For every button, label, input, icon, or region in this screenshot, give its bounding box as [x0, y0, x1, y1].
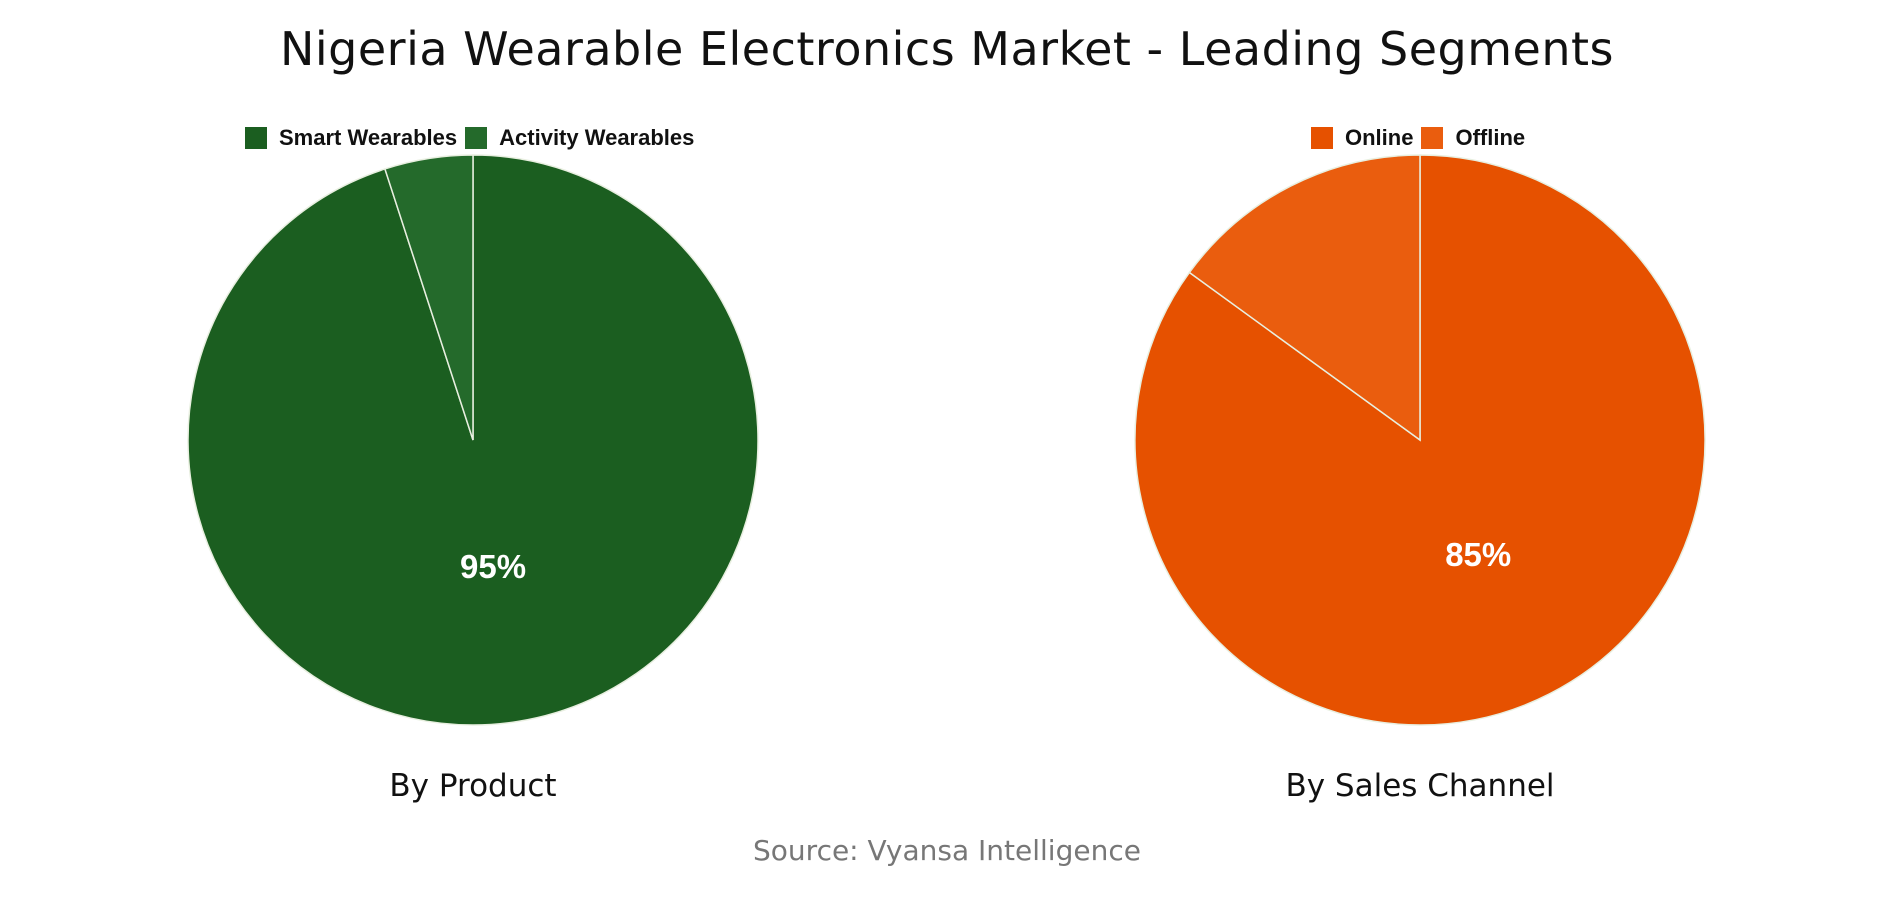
pie-chart-sales-channel: 85%	[1134, 154, 1706, 726]
slice-label-smart-wearables: 95%	[460, 548, 526, 585]
legend-label-offline: Offline	[1455, 125, 1526, 150]
legend-label-activity-wearables: Activity Wearables	[499, 125, 695, 150]
legend-item-smart-wearables: Smart Wearables	[245, 125, 457, 151]
legend-label-smart-wearables: Smart Wearables	[279, 125, 458, 150]
legend-swatch-offline	[1421, 127, 1444, 149]
legend-swatch-smart-wearables	[245, 127, 267, 149]
legend-item-activity-wearables: Activity Wearables	[465, 125, 694, 151]
pie-subtitle-sales-channel: By Sales Channel	[1285, 768, 1555, 804]
pie-chart-product: 95%	[187, 154, 759, 726]
chart-title: Nigeria Wearable Electronics Market - Le…	[279, 22, 1614, 76]
legend-product: Smart Wearables Activity Wearables	[245, 125, 702, 151]
legend-item-offline: Offline	[1421, 125, 1525, 151]
slice-label-online: 85%	[1445, 536, 1511, 573]
pie-slice-offline	[1188, 154, 1421, 442]
legend-swatch-online	[1311, 127, 1333, 149]
pie-subtitle-product: By Product	[389, 768, 557, 804]
pie-slice-activity-wearables	[383, 154, 474, 441]
legend-swatch-activity-wearables	[465, 127, 488, 149]
legend-item-online: Online	[1311, 125, 1413, 151]
legend-sales-channel: Online Offline	[1311, 125, 1533, 151]
source-note: Source: Vyansa Intelligence	[753, 834, 1141, 867]
legend-label-online: Online	[1345, 125, 1414, 150]
